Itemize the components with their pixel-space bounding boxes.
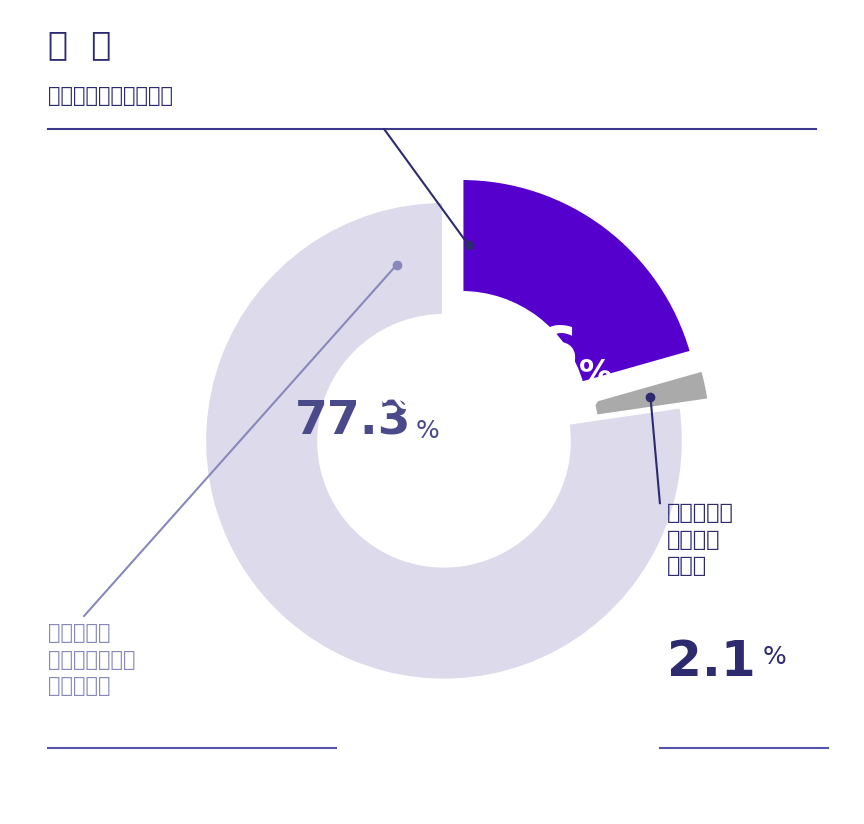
Text: 依頼退職・退職・解雇: 依頼退職・退職・解雇 <box>48 86 173 105</box>
Text: 77.3: 77.3 <box>295 399 411 444</box>
Wedge shape <box>461 178 692 384</box>
Text: %: % <box>579 358 613 391</box>
Text: %: % <box>763 644 787 669</box>
Wedge shape <box>204 201 684 681</box>
Text: 退  職: 退 職 <box>48 28 111 61</box>
Text: 現在も同じ
勤め先で勤務を
続けている: 現在も同じ 勤め先で勤務を 続けている <box>48 623 136 696</box>
Text: 2.1: 2.1 <box>667 638 756 686</box>
Text: 現在も同じ
勤め先で
休職中: 現在も同じ 勤め先で 休職中 <box>667 503 734 576</box>
Wedge shape <box>592 369 709 417</box>
Text: %: % <box>416 419 439 443</box>
Text: 20.6: 20.6 <box>421 325 579 386</box>
